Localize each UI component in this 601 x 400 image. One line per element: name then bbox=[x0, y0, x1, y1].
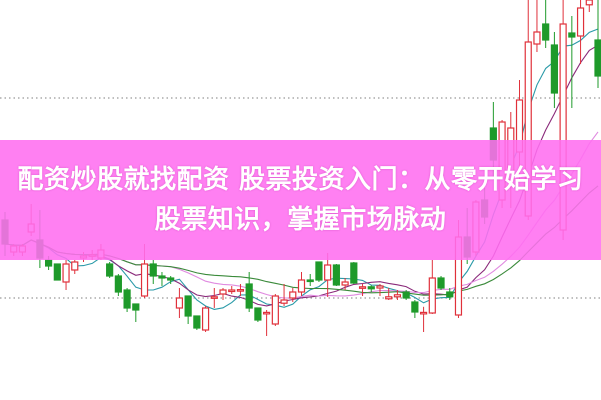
candle-body bbox=[236, 289, 245, 292]
candle-body bbox=[219, 289, 227, 295]
candle-body bbox=[411, 301, 419, 313]
candle-body bbox=[358, 286, 367, 289]
title-banner: 配资炒股就找配资 股票投资入门：从零开始学习 股票知识，掌握市场脉动 bbox=[0, 140, 601, 260]
candle-body bbox=[53, 263, 61, 281]
candle-body bbox=[228, 289, 236, 293]
candle-body bbox=[594, 39, 601, 77]
candle-body bbox=[533, 31, 541, 45]
candle-body bbox=[45, 259, 53, 267]
candle-body bbox=[140, 263, 149, 297]
candle-body bbox=[585, 0, 593, 6]
candle-body bbox=[289, 291, 297, 299]
candle-body bbox=[428, 277, 436, 314]
candle-body bbox=[123, 289, 131, 309]
candle-body bbox=[341, 281, 349, 286]
candle-body bbox=[332, 264, 340, 286]
candle-body bbox=[62, 263, 70, 283]
candle-body bbox=[263, 311, 271, 315]
candle-body bbox=[280, 299, 288, 304]
candle-body bbox=[167, 277, 175, 281]
candle-body bbox=[132, 303, 140, 311]
candle-body bbox=[568, 32, 576, 38]
candle-body bbox=[419, 311, 428, 315]
candle-body bbox=[437, 277, 445, 289]
candle-body bbox=[446, 291, 454, 298]
candle-body bbox=[367, 286, 375, 290]
candle-body bbox=[385, 296, 393, 300]
candle-body bbox=[158, 275, 166, 279]
candle-body bbox=[271, 295, 279, 325]
candle-body bbox=[297, 279, 306, 293]
candle-body bbox=[210, 296, 218, 299]
candle-body bbox=[350, 262, 358, 284]
title-line-2: 股票知识，掌握市场脉动 bbox=[154, 205, 447, 235]
candle-body bbox=[315, 261, 323, 281]
candle-body bbox=[114, 275, 122, 293]
candle-body bbox=[254, 307, 262, 321]
candle-body bbox=[245, 283, 253, 309]
candle-body bbox=[184, 295, 192, 317]
candle-body bbox=[550, 44, 558, 94]
candle-body bbox=[402, 291, 410, 299]
candle-body bbox=[576, 7, 585, 37]
candle-body bbox=[393, 294, 402, 298]
candle-body bbox=[193, 315, 201, 329]
candle-body bbox=[201, 307, 210, 331]
title-line-1: 配资炒股就找配资 股票投资入门：从零开始学习 bbox=[17, 165, 584, 195]
candle-body bbox=[149, 263, 157, 277]
candle-body bbox=[376, 285, 384, 289]
candle-body bbox=[542, 23, 550, 41]
candle-body bbox=[324, 264, 332, 281]
candle-body bbox=[306, 279, 314, 283]
candle-body bbox=[175, 297, 184, 309]
candle-body bbox=[106, 263, 114, 277]
candle-body bbox=[71, 261, 79, 271]
